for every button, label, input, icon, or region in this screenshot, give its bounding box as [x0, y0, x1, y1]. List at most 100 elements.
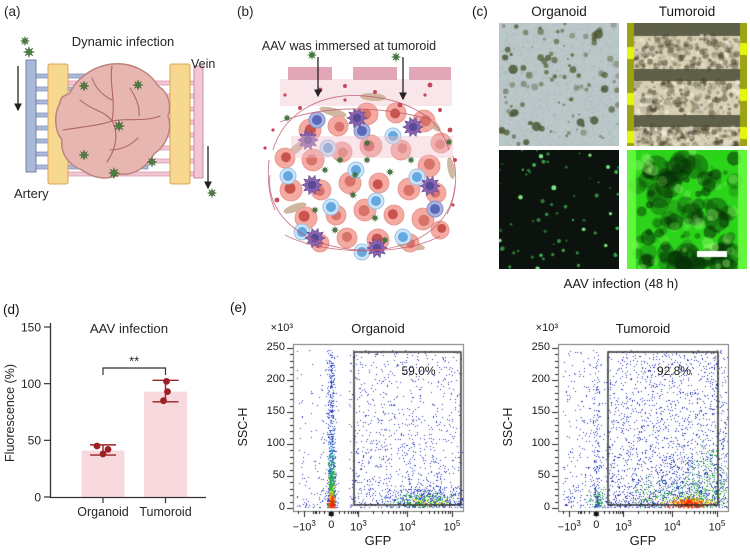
aav-star-icon: [348, 190, 358, 200]
tumor-cell-nucleus: [372, 179, 383, 190]
y-axis-multiplier: ×10³: [270, 322, 293, 334]
data-point: [160, 397, 167, 405]
aav-star-icon: [385, 167, 395, 177]
aav-star-icon: [335, 155, 345, 165]
aav-star-icon: [370, 213, 380, 223]
significance-bracket: [102, 367, 167, 375]
tumor-cell-nucleus: [390, 108, 401, 119]
panel-b-title: AAV was immersed at tumoroid: [262, 39, 436, 53]
immune-cell-nucleus: [323, 143, 333, 153]
aav-star-icon: [23, 46, 35, 58]
y-axis-label: Fluorescence (%): [3, 364, 17, 462]
tumor-cracks: [62, 65, 161, 163]
tumor-cell-nucleus: [358, 205, 370, 217]
particle-dot: [397, 102, 403, 108]
tumoroid-gfp-image: [627, 150, 747, 269]
tumor-cell-nucleus: [437, 223, 447, 233]
chart-title: AAV infection: [90, 321, 168, 336]
dendritic-cell-nucleus: [303, 135, 313, 145]
gate-percentage: 92.8%: [656, 364, 691, 378]
particle-dot: [274, 197, 280, 203]
aav-star-icon: [146, 156, 158, 168]
aav-star-icon: [132, 79, 144, 91]
tumor-cell-nucleus: [423, 158, 435, 170]
panel-e-flow-organoid: (e) Organoid ×10³ SSC-H GFP 59.0% 050100…: [225, 295, 487, 553]
tumor-cell-nucleus: [280, 152, 291, 163]
ecm-fibers: [267, 95, 457, 252]
aav-particles: [20, 36, 217, 198]
y-tick-label: 250: [266, 341, 285, 353]
y-tick-label: 100: [266, 437, 285, 449]
immune-cell-nucleus: [357, 126, 367, 136]
aav-star-icon: [350, 170, 360, 180]
panel-c-label: (c): [472, 4, 488, 19]
tumor-cell-nucleus: [334, 121, 345, 132]
panel-d-bar-chart: (d) 0 50 100 150 Organoid Tumoroid AAV infecti…: [0, 295, 218, 553]
aav-star-icon: [207, 188, 217, 198]
aav-star-icon: [307, 50, 317, 60]
aav-star-icon: [330, 225, 340, 235]
panel-a-dynamic-infection-diagram: (a) Dynamic infection: [4, 4, 217, 201]
flow-title-tumoroid: Tumoroid: [615, 321, 671, 336]
particle-dot: [451, 203, 455, 207]
particle-dot: [373, 90, 377, 94]
gate-percentage: 59.0%: [401, 364, 436, 378]
tumor-cell-nucleus: [418, 214, 430, 226]
y-tick-label: 250: [531, 341, 550, 353]
aav-star-icon: [283, 114, 291, 122]
secreted-particles: [263, 82, 457, 207]
data-point: [104, 446, 112, 453]
panel-d-label: (d): [3, 302, 20, 317]
y-tick-label: 0: [543, 501, 550, 513]
significance-label: **: [129, 354, 139, 369]
aav-star-icon: [391, 52, 401, 62]
immune-cell-nucleus: [326, 202, 336, 212]
particle-dot: [438, 108, 442, 112]
immune-cell-nucleus: [430, 204, 440, 214]
immune-cell-nucleus: [412, 172, 422, 182]
flow-scatter-canvas-tumoroid: [490, 295, 750, 553]
tumor-cell-nucleus: [306, 154, 318, 166]
immune-cell-nucleus: [398, 232, 408, 242]
flow-title-organoid: Organoid: [351, 321, 405, 336]
x-tick-label: 0: [593, 519, 600, 531]
category-label: Tumoroid: [139, 505, 191, 519]
y-tick-label: 100: [531, 437, 550, 449]
aav-star-icon: [78, 80, 90, 92]
y-tick-label: 50: [537, 469, 550, 481]
particle-dot: [427, 82, 433, 88]
particle-dot: [453, 158, 457, 162]
immune-cell-nucleus: [357, 247, 367, 257]
particle-dot: [263, 146, 267, 150]
fibroblast-cell: [319, 106, 347, 118]
x-tick-label: 103: [350, 519, 367, 534]
dendritic-cell-nucleus: [352, 113, 362, 123]
channel-band-overlay: [291, 136, 453, 158]
aav-star-icon: [407, 156, 415, 164]
aav-particles: [283, 50, 453, 244]
y-tick-label: 150: [531, 405, 550, 417]
tumor-cell-nucleus: [344, 175, 356, 187]
immune-cell-nucleus: [351, 165, 361, 175]
particle-dot: [283, 93, 287, 97]
particle-dot: [343, 98, 347, 102]
y-axis-multiplier: ×10³: [535, 322, 558, 334]
particle-dot: [271, 128, 275, 132]
x-tick-label: 104: [663, 519, 681, 534]
immune-cell-nucleus: [297, 227, 307, 237]
vein-main-channel: [193, 65, 204, 179]
x-tick-label: −103: [292, 519, 316, 534]
axes: [49, 323, 206, 499]
tumor-cell-nucleus: [342, 231, 353, 242]
organoid-brightfield-image: [499, 23, 619, 146]
category-label: Organoid: [77, 505, 128, 519]
medium-layer: [280, 79, 452, 106]
aav-star-icon: [20, 36, 30, 46]
artery-main-channel: [25, 59, 37, 173]
immune-cell-nucleus: [388, 131, 398, 141]
particle-dot: [447, 127, 453, 133]
panel-e-flow-tumoroid: Tumoroid ×10³ SSC-H GFP 92.8% 0 50 100 150 2…: [490, 295, 750, 553]
immune-cell-nucleus: [312, 115, 322, 125]
channel-roof-segments: [288, 67, 451, 80]
panel-a-label: (a): [4, 4, 21, 19]
